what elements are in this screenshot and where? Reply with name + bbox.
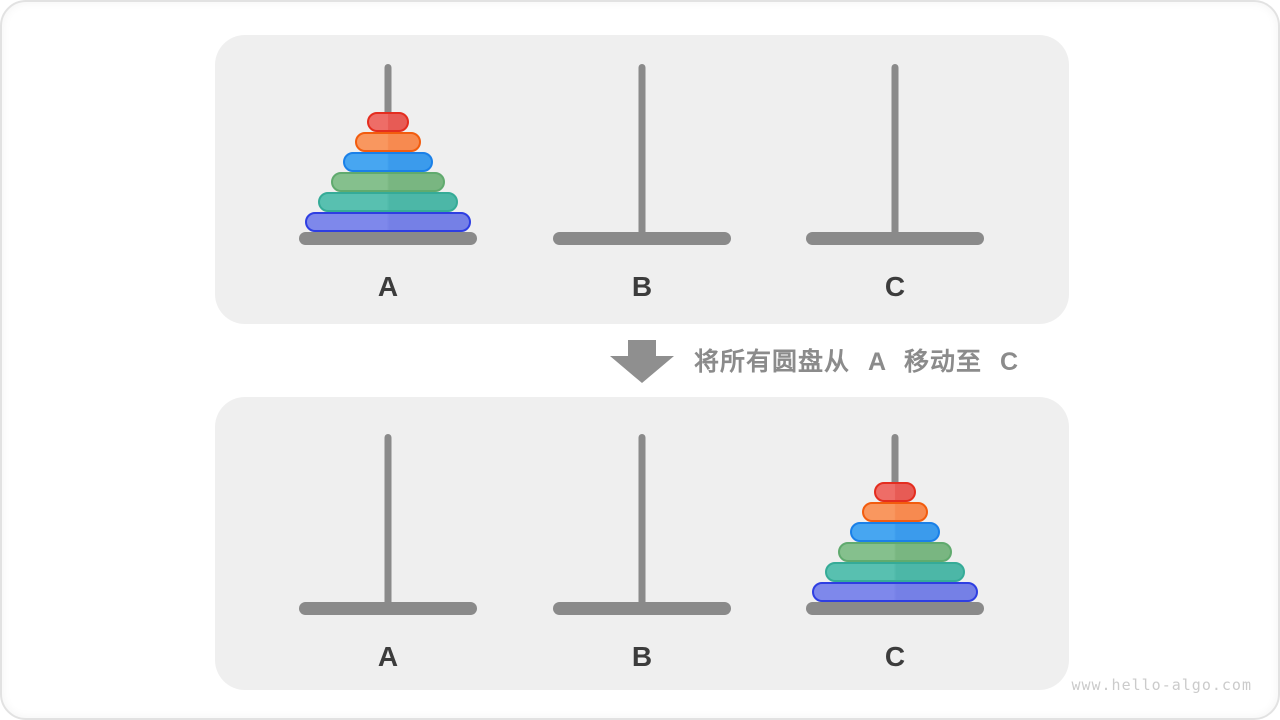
disk-2-orange [862,502,928,522]
arrow-head [610,356,674,383]
panel-final-state: A B C [215,397,1069,690]
disk-3-blue [343,152,433,172]
disk-3-blue [850,522,940,542]
tower-graphic [806,64,984,245]
transition-row: 将所有圆盘从 A 移动至 C [2,324,1278,397]
tower-graphic [299,434,477,615]
tower-graphic [553,64,731,245]
tower-label-C: C [884,641,906,672]
peg-base [553,602,731,615]
arrow-stem [628,340,656,356]
tower-label-C: C [884,271,906,302]
disk-5-teal [318,192,458,212]
tower-A-initial-state: A [299,64,477,303]
disk-5-teal [825,562,965,582]
peg-rod [891,64,899,232]
tower-B-final-state: B [553,434,731,673]
disk-stack [299,112,477,232]
tower-label-B: B [631,641,653,672]
peg-base [553,232,731,245]
tower-label-A: A [377,271,399,302]
disk-4-green [838,542,952,562]
tower-C-final-state: C [806,434,984,673]
peg-base [299,232,477,245]
tower-graphic [553,434,731,615]
tower-label-B: B [631,271,653,302]
tower-graphic [806,434,984,615]
tower-B-initial-state: B [553,64,731,303]
disk-6-indigo [812,582,978,602]
tower-graphic [299,64,477,245]
peg-rod [384,434,392,602]
disk-1-red [874,482,916,502]
panel-initial-state: A B C [215,35,1069,324]
peg-rod [638,64,646,232]
peg-base [806,602,984,615]
peg-base [299,602,477,615]
arrow-down-icon [610,340,674,383]
tower-C-initial-state: C [806,64,984,303]
transition-caption: 将所有圆盘从 A 移动至 C [694,348,1020,376]
disk-2-orange [355,132,421,152]
disk-6-indigo [305,212,471,232]
peg-base [806,232,984,245]
disk-stack [806,482,984,602]
disk-4-green [331,172,445,192]
disk-1-red [367,112,409,132]
peg-rod [638,434,646,602]
watermark: www.hello-algo.com [1071,676,1252,694]
tower-label-A: A [377,641,399,672]
tower-A-final-state: A [299,434,477,673]
